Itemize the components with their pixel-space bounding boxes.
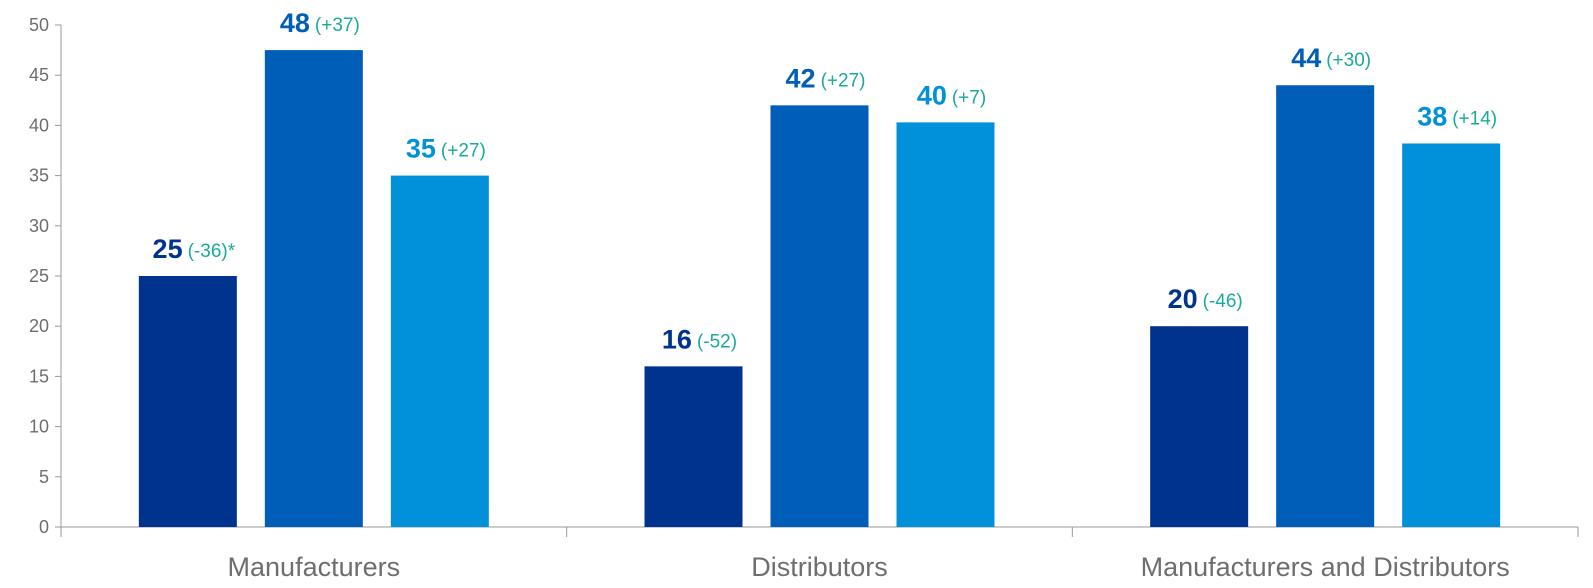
bar-label-group: 42 (+27)	[786, 63, 866, 93]
bars	[138, 50, 1501, 528]
x-category-label: Manufacturers	[228, 552, 401, 582]
y-tick-label: 15	[29, 366, 49, 386]
bar	[1150, 326, 1249, 527]
bar-value-label: 16	[662, 324, 692, 354]
y-tick-label: 40	[29, 115, 49, 135]
bar-label-group: 20 (-46)	[1168, 284, 1243, 314]
bar-change-label: (+7)	[952, 87, 986, 108]
bar	[138, 276, 237, 527]
y-tick-label: 20	[29, 316, 49, 336]
y-tick-label: 5	[39, 467, 49, 487]
y-tick-label: 0	[39, 517, 49, 537]
bar-value-label: 25	[153, 234, 183, 264]
bar-change-label: (-46)	[1203, 291, 1243, 312]
y-tick-label: 30	[29, 216, 49, 236]
bar-change-label: (-52)	[697, 331, 737, 352]
bar-label-group: 40 (+7)	[917, 80, 986, 110]
bar-value-label: 38	[1417, 101, 1447, 131]
y-axis: 0 5 10 15 20 25 30 35 40 45 50	[29, 15, 62, 537]
x-category-label: Manufacturers and Distributors	[1141, 552, 1510, 582]
bar-label-group: 25 (-36)*	[153, 234, 236, 264]
bar-value-label: 44	[1291, 43, 1321, 73]
bar-change-label: (+14)	[1452, 108, 1497, 129]
bar-change-label: (+37)	[315, 15, 360, 36]
bar-change-label: (+27)	[821, 70, 866, 91]
x-category-label: Distributors	[751, 552, 888, 582]
bar	[1402, 143, 1501, 528]
bar	[896, 122, 995, 527]
y-tick-label: 45	[29, 65, 49, 85]
bar-change-label: (-36)*	[188, 241, 236, 262]
bar-value-label: 20	[1168, 284, 1198, 314]
bar	[264, 50, 363, 527]
bar-label-group: 35 (+27)	[406, 134, 486, 164]
bar-value-label: 40	[917, 80, 947, 110]
bar-value-label: 35	[406, 134, 436, 164]
bar-change-label: (+27)	[441, 141, 486, 162]
data-labels: 25 (-36)*48 (+37)35 (+27)16 (-52)42 (+27) 40 (+…	[153, 8, 1498, 354]
bar-label-group: 38 (+14)	[1417, 101, 1497, 131]
y-tick-label: 10	[29, 417, 49, 437]
bar-value-label: 42	[786, 63, 816, 93]
bar-label-group: 16 (-52)	[662, 324, 737, 354]
y-tick-label: 35	[29, 166, 49, 186]
bar-label-group: 48 (+37)	[280, 8, 360, 38]
bar-value-label: 48	[280, 8, 310, 38]
bar	[1276, 85, 1375, 528]
bar	[644, 366, 743, 527]
x-axis: Manufacturers Distributors Manufacturers a…	[60, 526, 1579, 582]
bar-change-label: (+30)	[1326, 50, 1371, 71]
y-tick-label: 50	[29, 15, 49, 35]
bar-label-group: 44 (+30)	[1291, 43, 1371, 73]
y-tick-label: 25	[29, 266, 49, 286]
bar	[390, 175, 489, 527]
bar	[770, 105, 869, 527]
